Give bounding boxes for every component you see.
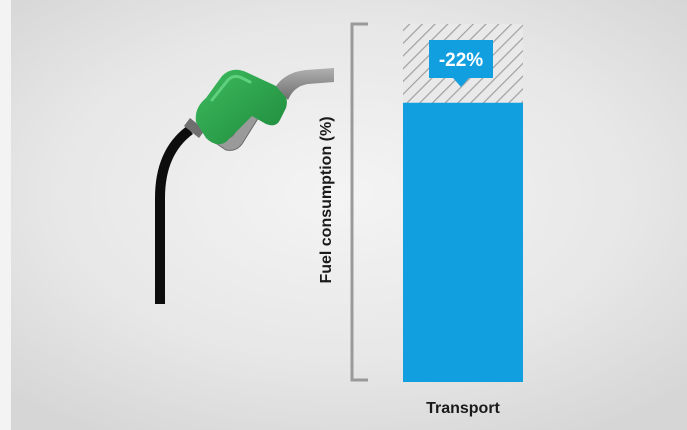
fuel-nozzle-icon <box>155 68 334 304</box>
reduction-callout: -22% <box>429 40 493 87</box>
reduction-callout-box <box>429 40 493 87</box>
left-margin-strip <box>0 0 11 430</box>
y-axis-bracket <box>350 22 368 382</box>
reduction-callout-label: -22% <box>439 50 483 71</box>
x-category-label: Transport <box>426 400 500 417</box>
plot-area: -22% <box>403 24 523 382</box>
bar-transport <box>403 102 523 382</box>
y-axis-label: Fuel consumption (%) <box>318 116 335 283</box>
